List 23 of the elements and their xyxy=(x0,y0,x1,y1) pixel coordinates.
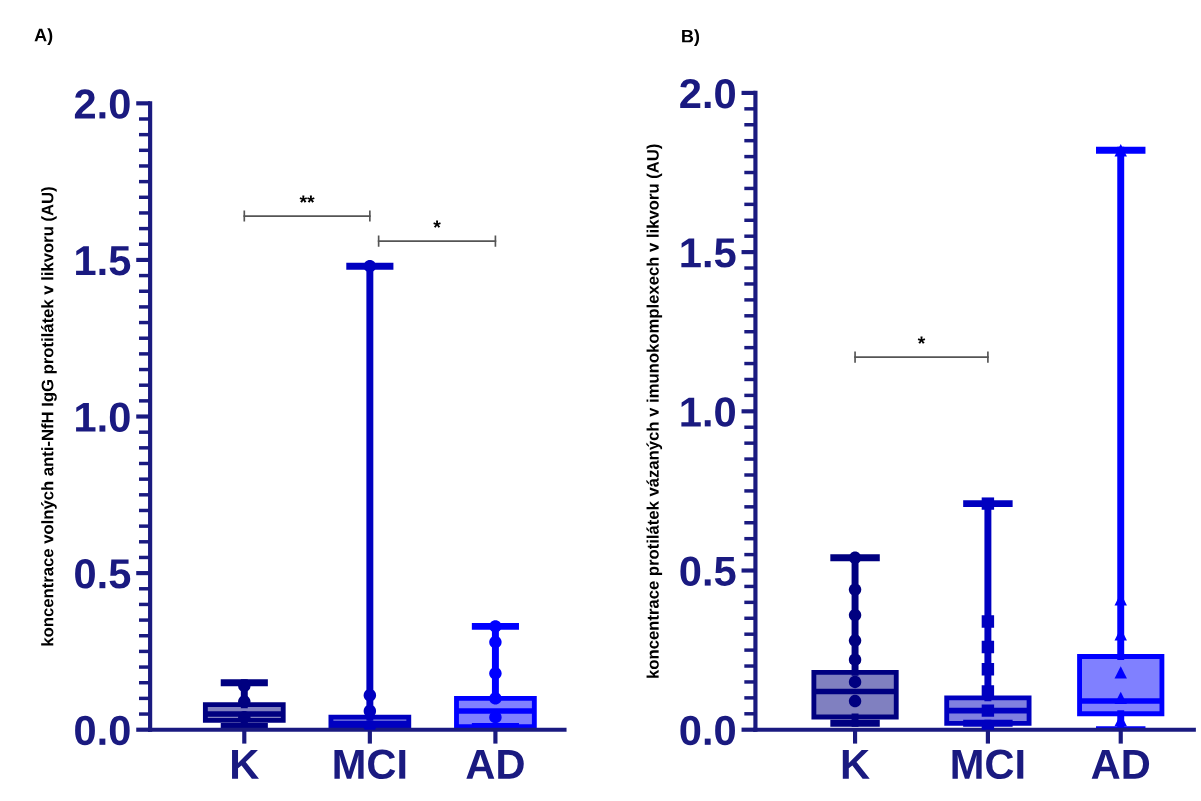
y-tick-label: 0.0 xyxy=(680,715,735,746)
x-tick-label: MCI xyxy=(952,749,1024,780)
x-tick-label: MCI xyxy=(334,749,406,780)
y-tick-label: 0.5 xyxy=(680,556,736,587)
chart-title: B) xyxy=(682,29,700,47)
y-tick-label: 2.0 xyxy=(74,89,130,119)
x-tick-label: AD xyxy=(466,749,524,779)
y-tick-label: 1.5 xyxy=(76,246,131,276)
x-tick-label: K xyxy=(842,749,870,779)
annotation: * xyxy=(917,336,926,344)
x-tick-label: K xyxy=(232,749,259,779)
y-tick-label: 0.5 xyxy=(75,559,131,589)
y-tick-label: 1.0 xyxy=(681,397,735,427)
y-tick-label: 1.5 xyxy=(681,238,736,268)
annotation: ** xyxy=(299,195,315,203)
x-tick-label: AD xyxy=(1091,749,1150,779)
y-axis-title: koncentrace volných anti-NfH IgG protilátek v likvoru (AU) xyxy=(41,187,57,646)
y-tick-label: 0.0 xyxy=(75,715,130,746)
annotation: * xyxy=(433,220,441,228)
y-axis-title: koncentrace protilátek vázaných v imunokomplexech v likvoru (AU) xyxy=(646,144,663,678)
y-tick-label: 2.0 xyxy=(680,78,735,109)
y-tick-label: 1.0 xyxy=(76,402,130,433)
chart-title: A) xyxy=(34,28,53,45)
